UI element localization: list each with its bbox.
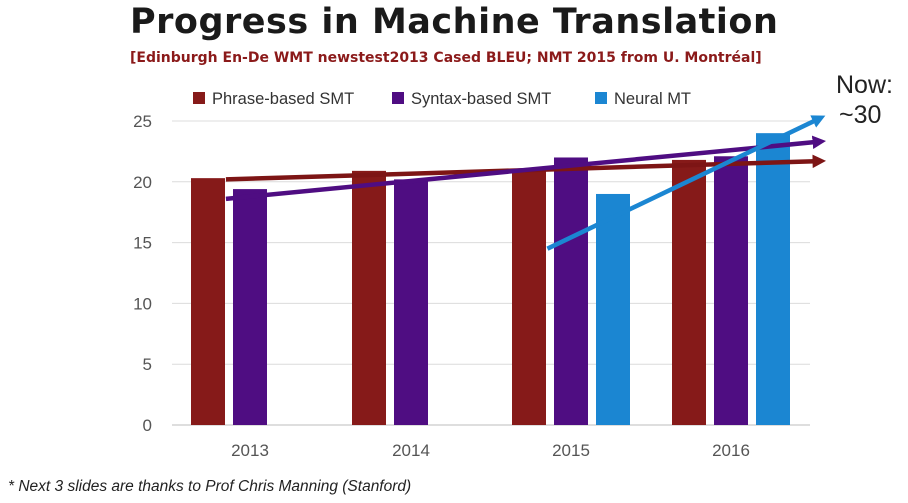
bars bbox=[191, 133, 790, 426]
bar bbox=[512, 170, 546, 425]
trend-arrow bbox=[225, 135, 826, 202]
bar bbox=[672, 159, 706, 426]
trend-arrow bbox=[546, 115, 826, 251]
x-tick-label: 2015 bbox=[552, 441, 590, 460]
bar bbox=[596, 193, 630, 425]
bar bbox=[352, 170, 386, 425]
annotation-line-2: ~30 bbox=[839, 101, 882, 129]
bar bbox=[756, 133, 790, 425]
bar bbox=[394, 179, 428, 425]
x-tick-label: 2013 bbox=[231, 441, 269, 460]
x-tick-label: 2014 bbox=[392, 441, 430, 460]
y-tick-label: 15 bbox=[133, 234, 152, 253]
y-tick-label: 25 bbox=[133, 112, 152, 131]
y-tick-label: 5 bbox=[143, 355, 152, 374]
x-axis-ticks: 2013 2014 2015 2016 bbox=[231, 441, 750, 460]
annotation-line-1: Now: bbox=[836, 71, 893, 99]
legend-label: Neural MT bbox=[614, 90, 691, 108]
y-tick-label: 20 bbox=[133, 173, 152, 192]
bar bbox=[191, 178, 225, 425]
y-tick-label: 0 bbox=[143, 416, 152, 435]
legend-swatch bbox=[595, 92, 607, 104]
annotation-now: Now: ~30 bbox=[836, 70, 893, 130]
legend-swatch bbox=[193, 92, 205, 104]
footnote: * Next 3 slides are thanks to Prof Chris… bbox=[8, 478, 412, 495]
legend-swatch bbox=[392, 92, 404, 104]
legend-label: Syntax-based SMT bbox=[411, 90, 551, 108]
chart-subtitle: [Edinburgh En-De WMT newstest2013 Cased … bbox=[130, 50, 762, 66]
trend-arrows bbox=[225, 115, 827, 251]
y-axis-ticks: 0 5 10 15 20 25 bbox=[133, 112, 152, 435]
legend: Phrase-based SMT Syntax-based SMT Neural M… bbox=[193, 90, 691, 108]
bar bbox=[554, 157, 588, 426]
page-title: Progress in Machine Translation bbox=[130, 2, 779, 42]
legend-label: Phrase-based SMT bbox=[212, 90, 354, 108]
bar bbox=[714, 156, 748, 425]
y-tick-label: 10 bbox=[133, 294, 152, 313]
bar bbox=[233, 189, 267, 425]
x-tick-label: 2016 bbox=[712, 441, 750, 460]
